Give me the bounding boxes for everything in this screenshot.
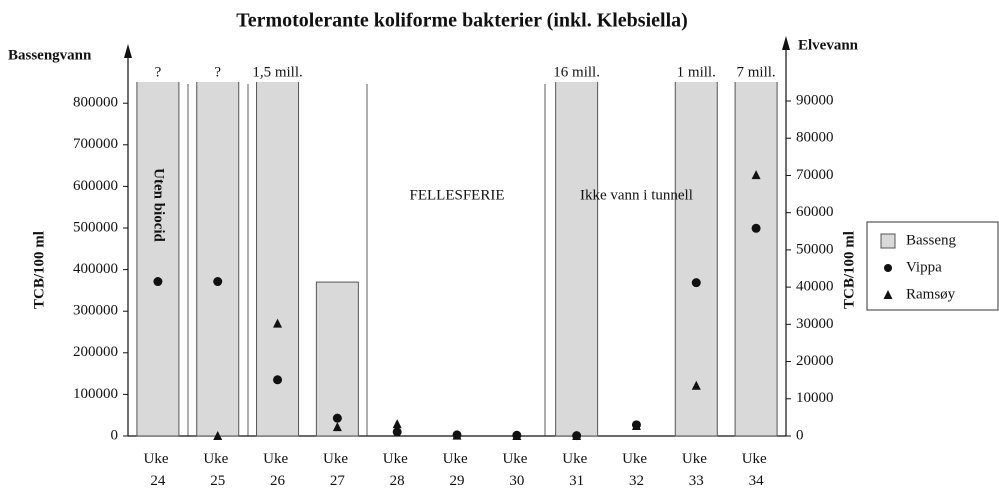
y2-tick-label: 80000: [796, 130, 834, 146]
x-tick-label: Uke 29: [443, 451, 472, 489]
data-point: [751, 223, 761, 233]
y2-tick-label: 30000: [796, 316, 834, 332]
bar: [196, 82, 240, 437]
bar: [136, 82, 180, 437]
y-tick-label: 100000: [73, 386, 118, 402]
y2-axis-title: Elvevann: [798, 37, 859, 53]
x-tick-label: Uke 31: [562, 451, 591, 489]
bar-value-label: 16 mill.: [553, 64, 600, 80]
bar: [734, 82, 778, 437]
y2-tick-label: 60000: [796, 204, 834, 220]
y-tick-label: 0: [111, 427, 119, 443]
y-tick-label: 600000: [73, 178, 118, 194]
y-tick-label: 800000: [73, 95, 118, 111]
bar: [674, 82, 718, 437]
bar-value-label: 7 mill.: [737, 64, 776, 80]
legend-swatch: [883, 290, 893, 299]
y2-tick-label: 50000: [796, 241, 834, 257]
y-tick-label: 400000: [73, 261, 118, 277]
bar-value-label: 1,5 mill.: [252, 64, 302, 80]
data-point: [332, 422, 342, 432]
data-point: [512, 431, 522, 440]
data-point: [213, 277, 223, 287]
y2-tick-label: 10000: [796, 390, 834, 406]
y-tick-label: 700000: [73, 136, 118, 152]
x-tick-label: Uke 28: [383, 451, 412, 489]
y-axis-arrow: [124, 44, 132, 58]
y2-tick-label: 70000: [796, 167, 834, 183]
y2-tick-label: 0: [796, 427, 804, 443]
y2-tick-label: 20000: [796, 353, 834, 369]
legend-swatch: [880, 233, 896, 249]
y-tick-label: 500000: [73, 219, 118, 235]
data-point: [213, 431, 223, 440]
y-axis-title: Bassengvann: [8, 47, 92, 63]
x-tick-label: Uke 26: [263, 451, 292, 489]
legend-label: Vippa: [906, 259, 942, 275]
y-tick-label: 200000: [73, 344, 118, 360]
legend-swatch: [884, 264, 892, 272]
x-tick-label: Uke 30: [502, 451, 531, 489]
x-tick-label: Uke 24: [144, 451, 173, 489]
x-tick-label: Uke 27: [323, 451, 352, 489]
y2-axis-arrow: [782, 36, 790, 50]
data-point: [751, 170, 761, 180]
y-axis-label: TCB/100 ml: [31, 231, 47, 309]
legend-label: Ramsøy: [906, 286, 956, 302]
data-point: [273, 318, 283, 328]
x-tick-label: Uke 33: [682, 451, 711, 489]
y2-tick-label: 40000: [796, 279, 834, 295]
x-tick-label: Uke 32: [622, 451, 651, 489]
data-point: [273, 375, 283, 385]
data-point: [631, 420, 641, 430]
y-tick-label: 300000: [73, 303, 118, 319]
data-point: [452, 430, 462, 440]
y2-tick-label: 90000: [796, 92, 834, 108]
x-tick-label: Uke 25: [203, 451, 232, 489]
data-point: [691, 380, 701, 390]
bar-value-label: ?: [155, 64, 162, 80]
annotation: FELLESFERIE: [409, 187, 504, 203]
data-point: [392, 427, 402, 437]
y2-axis-label: TCB/100 ml: [841, 231, 857, 309]
data-point: [332, 413, 342, 423]
bar-value-label: 1 mill.: [677, 64, 716, 80]
annotation: Ikke vann i tunnell: [580, 187, 693, 203]
data-point: [691, 278, 701, 288]
data-point: [153, 277, 163, 287]
annotation: Uten biocid: [150, 168, 166, 242]
data-point: [392, 419, 402, 429]
legend-label: Basseng: [906, 232, 956, 248]
x-tick-label: Uke 34: [742, 451, 771, 489]
data-point: [572, 431, 582, 440]
bar-value-label: ?: [214, 64, 221, 80]
bar: [315, 281, 359, 437]
chart-title: Termotolerante koliforme bakterier (inkl…: [236, 10, 688, 32]
